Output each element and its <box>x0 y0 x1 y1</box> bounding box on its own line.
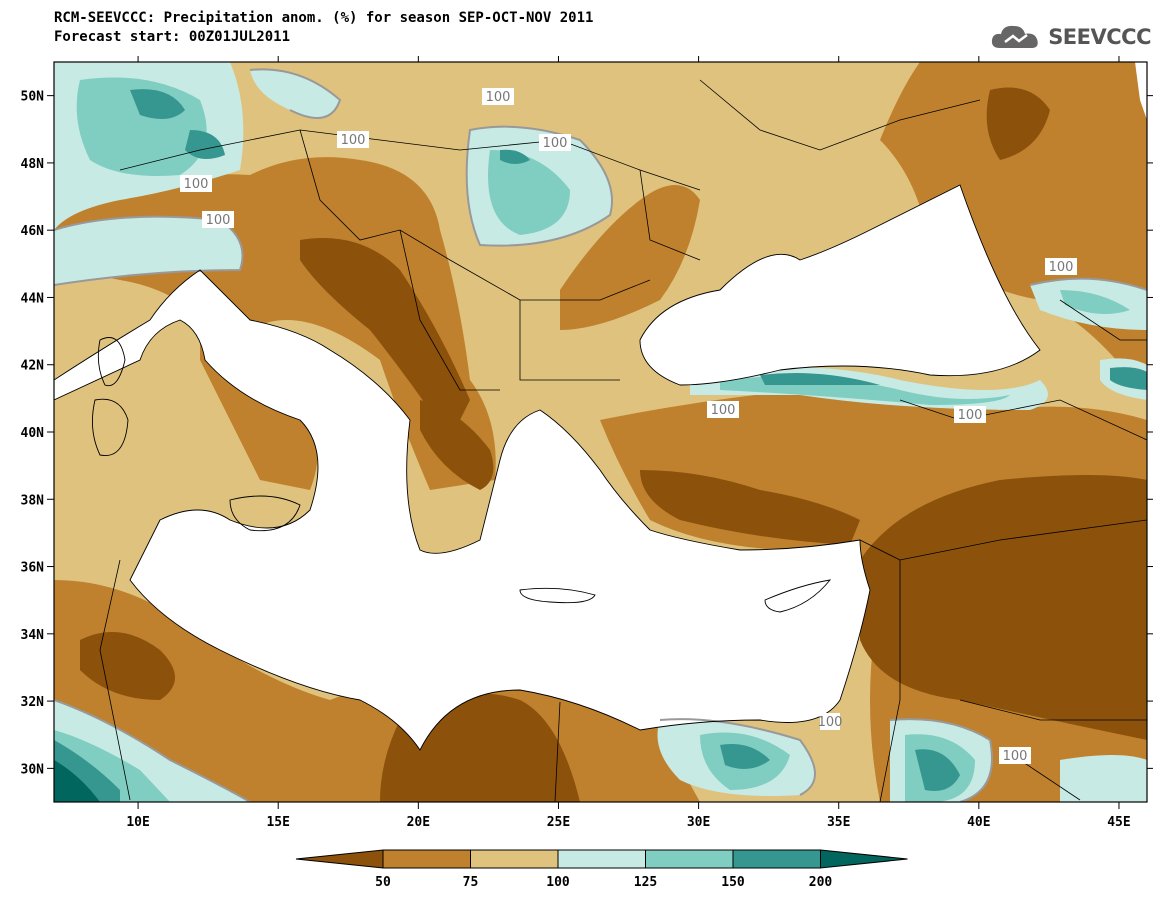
forecast-start-label: Forecast start: 00Z01JUL2011 <box>54 29 291 45</box>
lat-tick-label: 38N <box>21 493 45 508</box>
caspian-sea <box>1135 62 1147 120</box>
lon-tick-label: 10E <box>126 815 149 830</box>
contour-label: 100 <box>206 213 231 228</box>
lon-tick-label: 30E <box>687 815 710 830</box>
colorbar-segment <box>382 849 471 869</box>
colorbar-label: 100 <box>546 875 570 890</box>
colorbar-high-arrow <box>820 849 908 869</box>
lon-tick-label: 25E <box>547 815 570 830</box>
lat-tick-label: 42N <box>21 359 45 374</box>
colorbar-label: 50 <box>375 875 391 890</box>
cloud-icon <box>992 25 1038 48</box>
contour-label: 100 <box>1003 749 1028 764</box>
colorbar-low-arrow <box>295 849 384 869</box>
colorbar-segment <box>470 849 559 869</box>
lat-tick-label: 30N <box>21 762 45 777</box>
colorbar-segment <box>557 849 646 869</box>
contour-label: 100 <box>184 177 209 192</box>
lat-tick-label: 50N <box>21 90 45 105</box>
colorbar-label: 75 <box>463 875 479 890</box>
lon-tick-label: 35E <box>827 815 850 830</box>
lat-tick-label: 44N <box>21 291 45 306</box>
contour-label: 100 <box>486 90 511 105</box>
country-borders <box>99 79 1147 802</box>
latitude-axis: 30N 32N 34N 36N 38N 40N 42N 44N 46N 48N 50N <box>21 90 1153 777</box>
black-sea <box>640 185 1040 385</box>
lat-tick-label: 46N <box>21 224 45 239</box>
colorbar-label: 150 <box>721 875 745 890</box>
colorbar-legend: 50 75 100 125 150 200 <box>295 849 908 890</box>
lon-tick-label: 40E <box>967 815 990 830</box>
map-title: RCM-SEEVCCC: Precipitation anom. (%) for… <box>54 10 594 26</box>
lat-tick-label: 32N <box>21 695 45 710</box>
contour-label: 100 <box>543 136 568 151</box>
contour-label: 100 <box>958 408 983 423</box>
colorbar-segment <box>732 849 821 869</box>
longitude-axis: 10E 15E 20E 25E 30E 35E 40E 45E <box>126 56 1131 830</box>
contour-labels: 100 100 100 100 100 100 100 100 100 100 <box>180 88 1077 764</box>
lat-tick-label: 34N <box>21 628 45 643</box>
anomaly-field: 100 100 100 100 100 100 100 100 100 100 <box>54 62 1147 802</box>
logo-text: SEEVCCC <box>1048 25 1151 49</box>
contour-label: 100 <box>341 133 366 148</box>
lon-tick-label: 15E <box>266 815 289 830</box>
coastlines <box>54 184 1041 751</box>
lon-tick-label: 45E <box>1107 815 1130 830</box>
colorbar-label: 125 <box>634 875 657 890</box>
seevccc-logo: SEEVCCC <box>990 22 1151 52</box>
contour-label: 100 <box>818 715 843 730</box>
contour-label: 100 <box>1049 260 1074 275</box>
colorbar-segment <box>645 849 734 869</box>
lon-tick-label: 20E <box>407 815 430 830</box>
lat-tick-label: 40N <box>21 426 45 441</box>
contour-label: 100 <box>711 403 736 418</box>
lat-tick-label: 36N <box>21 561 45 576</box>
lat-tick-label: 48N <box>21 157 45 172</box>
mediterranean-sea <box>54 270 870 750</box>
colorbar-label: 200 <box>809 875 833 890</box>
